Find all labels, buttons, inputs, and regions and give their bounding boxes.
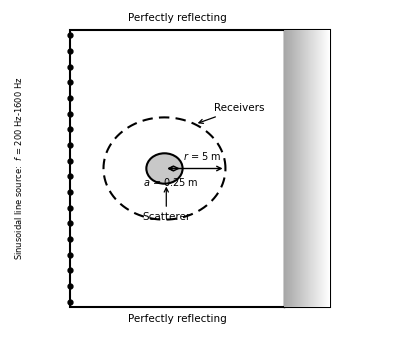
Bar (70, 30, 329, 307)
Text: Sinusoidal line source:  $f$ = 200 Hz-1600 Hz: Sinusoidal line source: $f$ = 200 Hz-160… (12, 77, 24, 260)
Text: Scatterer: Scatterer (142, 188, 190, 222)
Text: Absorbing layer: Absorbing layer (301, 130, 311, 207)
Text: $a$ = 0.25 m: $a$ = 0.25 m (142, 176, 198, 188)
Circle shape (146, 153, 182, 184)
Text: Receivers: Receivers (198, 103, 264, 123)
Text: Perfectly reflecting: Perfectly reflecting (128, 13, 226, 23)
Text: Perfectly reflecting: Perfectly reflecting (128, 314, 226, 324)
Text: $r$ = 5 m: $r$ = 5 m (182, 150, 221, 162)
